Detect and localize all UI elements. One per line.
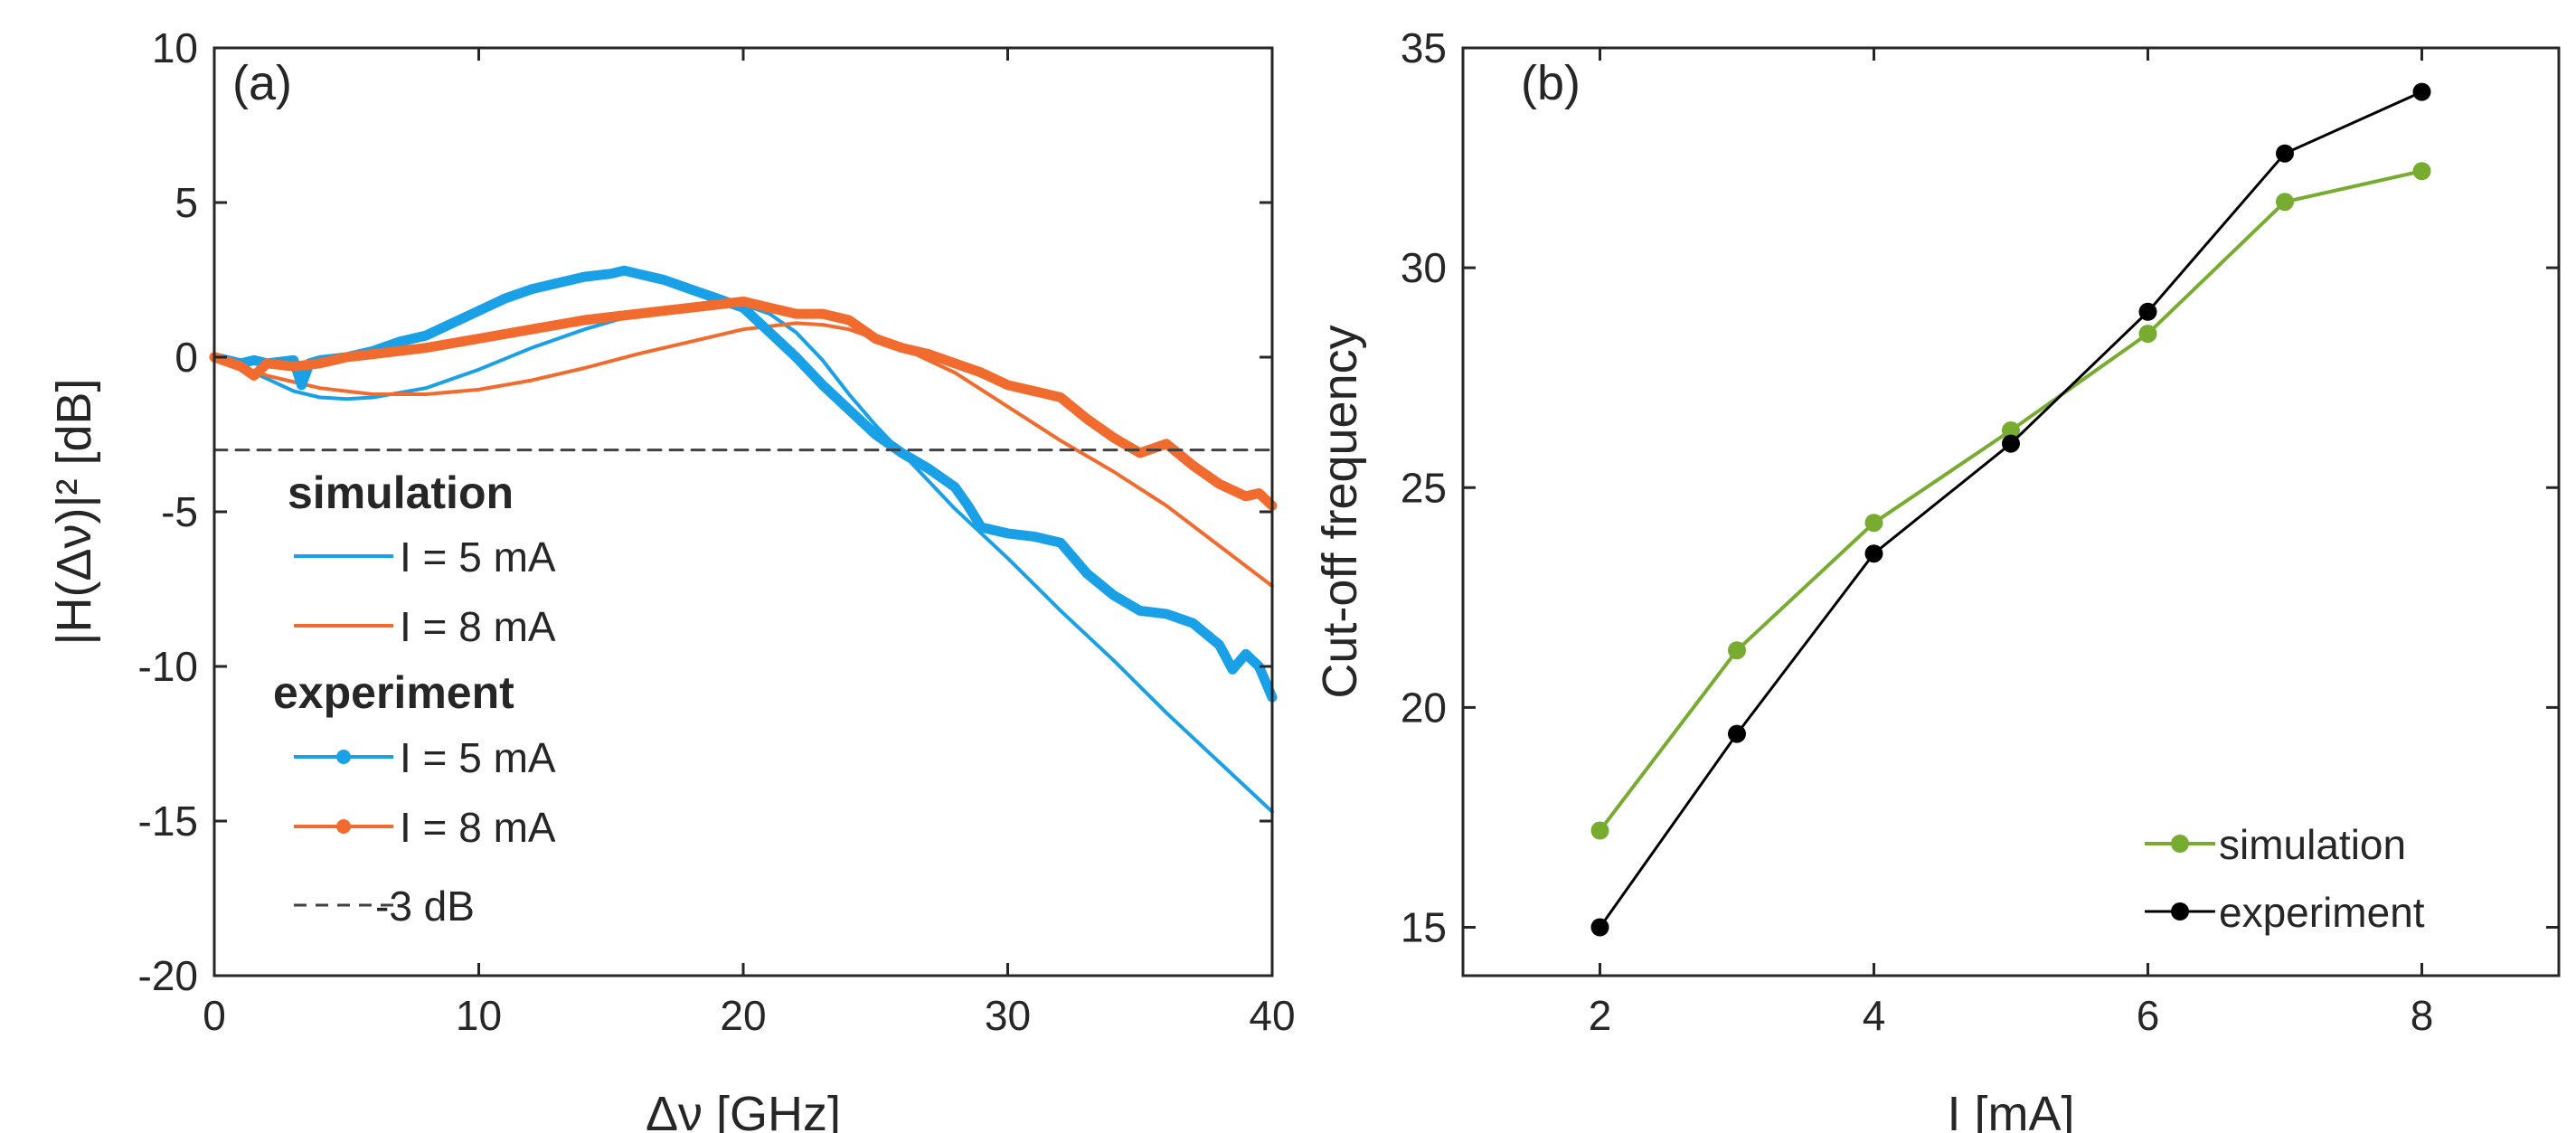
panel-b-point-simulation — [1590, 821, 1609, 840]
panel-b-legend: simulation experiment — [2145, 821, 2425, 936]
panel-a-ticks: 0 10 20 30 40 10 5 0 -5 -10 -15 -20 — [138, 24, 1296, 1039]
legend-b-sim-label: simulation — [2219, 821, 2406, 868]
panel-a-xtick-label: 30 — [985, 992, 1031, 1039]
panel-a-series-experiment-i-8-ma — [209, 296, 1278, 511]
panel-a-ytick-label: -15 — [138, 798, 198, 845]
panel-a-legend: simulation I = 5 mA I = 8 mA experiment … — [273, 467, 556, 930]
panel-b-ytick-label: 30 — [1401, 244, 1447, 291]
legend-a-sim-header: simulation — [288, 467, 514, 518]
panel-b-point-experiment — [2412, 82, 2431, 101]
panel-b-ytick-label: 35 — [1401, 24, 1447, 71]
legend-a-exp5-label: I = 5 mA — [400, 734, 556, 781]
legend-a-exp-header: experiment — [273, 667, 514, 718]
panel-a-ytick-label: -20 — [138, 952, 198, 999]
panel-a-xtick-label: 10 — [456, 992, 502, 1039]
panel-a-ytick-label: -10 — [138, 643, 198, 690]
panel-b-point-simulation — [2412, 162, 2431, 181]
legend-b-exp-label: experiment — [2219, 889, 2425, 936]
panel-b-label: (b) — [1521, 56, 1581, 110]
panel-b-ytick-label: 15 — [1401, 904, 1447, 951]
panel-b-xlabel: I [mA] — [1947, 1087, 2074, 1133]
panel-b-ytick-label: 20 — [1401, 684, 1447, 731]
panel-a-ytick-label: 10 — [152, 24, 198, 71]
panel-b-point-experiment — [1590, 918, 1609, 937]
panel-b-xtick-label: 8 — [2411, 992, 2434, 1039]
panel-a-xtick-label: 40 — [1249, 992, 1295, 1039]
legend-a-exp8-marker — [336, 819, 351, 834]
panel-a-ytick-label: 0 — [175, 334, 198, 381]
panel-a-ytick-label: 5 — [175, 179, 198, 226]
panel-a: 0 10 20 30 40 10 5 0 -5 -10 -15 -20 (a) Δν [GHz] |H… — [47, 24, 1296, 1133]
legend-a-sim5-label: I = 5 mA — [400, 533, 556, 581]
panel-b-xtick-label: 4 — [1863, 992, 1886, 1039]
panel-b-line-experiment — [1599, 90, 2423, 929]
panel-b-point-experiment — [2138, 302, 2157, 321]
panel-a-ytick-label: -5 — [161, 488, 198, 535]
panel-b-point-experiment — [2276, 144, 2294, 163]
panel-b-line-simulation — [1598, 169, 2422, 832]
panel-b-point-simulation — [1728, 641, 1746, 660]
panel-b-ticks: 2 4 6 8 15 20 25 30 35 — [1401, 24, 2559, 1039]
panel-a-xtick-label: 20 — [720, 992, 766, 1039]
legend-a-exp5-marker — [336, 750, 351, 764]
legend-a-sim8-label: I = 8 mA — [400, 603, 556, 650]
panel-a-ylabel: |H(Δν)|² [dB] — [47, 378, 101, 645]
panel-b-series-group — [1590, 82, 2431, 937]
panel-b-ytick-label: 25 — [1401, 464, 1447, 511]
panel-b-point-experiment — [1728, 724, 1746, 743]
panel-b-xtick-label: 2 — [1589, 992, 1612, 1039]
legend-b-sim-marker — [2171, 835, 2189, 853]
panel-b-point-simulation — [1864, 514, 1883, 533]
panel-b-point-experiment — [1864, 544, 1883, 563]
panel-a-xlabel-text: Δν [GHz] — [646, 1087, 841, 1133]
panel-a-xlabel: Δν [GHz] — [646, 1087, 841, 1133]
panel-b-point-simulation — [2276, 193, 2294, 212]
panel-a-label: (a) — [232, 56, 292, 110]
legend-a-ref-label: -3 dB — [375, 883, 475, 930]
legend-a-exp8-label: I = 8 mA — [400, 804, 556, 851]
panel-a-series-simulation-i-5-ma — [212, 302, 1274, 814]
panel-b-xtick-label: 6 — [2137, 992, 2160, 1039]
panel-a-series-simulation-i-8-ma — [212, 321, 1274, 589]
panel-b: 2 4 6 8 15 20 25 30 35 (b) I [mA] Cut-off freque… — [1313, 24, 2561, 1133]
panel-b-point-experiment — [2002, 434, 2020, 453]
panel-a-series-group — [209, 265, 1278, 814]
panel-b-ylabel: Cut-off frequency — [1313, 325, 1367, 698]
panel-b-point-simulation — [2138, 325, 2157, 344]
panel-b-axes-box — [1461, 46, 2561, 977]
legend-b-exp-marker — [2171, 902, 2189, 921]
panel-b-point-simulation — [2002, 421, 2020, 439]
panel-a-xtick-label: 0 — [203, 992, 226, 1039]
